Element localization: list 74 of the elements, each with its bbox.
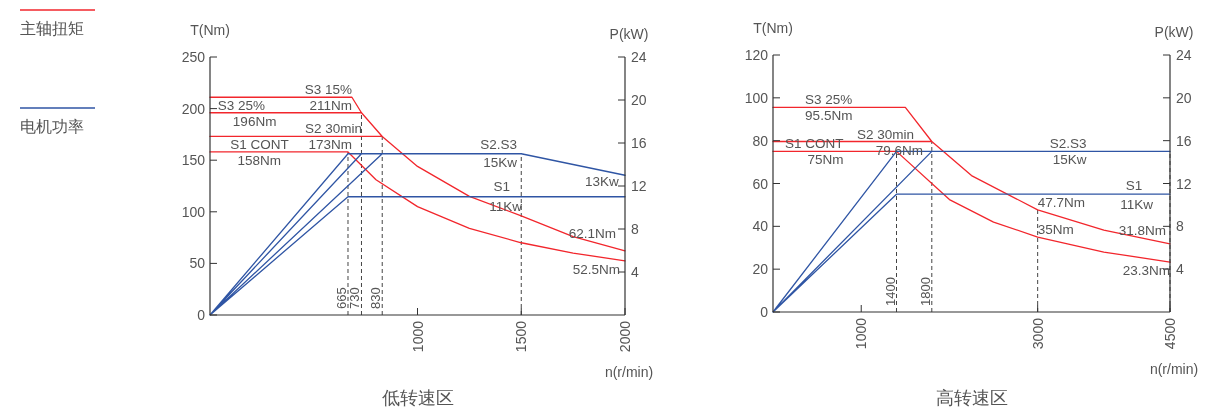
y-tick-label: 100 xyxy=(744,89,769,106)
annotation: S1 CONT xyxy=(230,136,289,152)
y-tick-label: 250 xyxy=(181,49,206,65)
ref-line-label: 730 xyxy=(347,287,363,309)
y2-tick-label: 4 xyxy=(1176,261,1184,278)
annotation: 35Nm xyxy=(1037,222,1074,238)
y-tick-label: 0 xyxy=(197,307,206,323)
text: 高转速区 xyxy=(935,388,1008,408)
annotation: 31.8Nm xyxy=(1118,222,1166,238)
y-tick-label: 200 xyxy=(181,100,206,117)
x-axis-title: n(r/min) xyxy=(1149,361,1199,377)
annotation: 75Nm xyxy=(807,152,844,168)
x-tick-label: 1000 xyxy=(409,320,426,353)
y-tick-label: 120 xyxy=(744,47,769,63)
legend-label: 电机功率 xyxy=(20,118,84,135)
y2-tick-label: 16 xyxy=(1176,132,1192,149)
annotation: 15Kw xyxy=(483,154,518,170)
y2-tick-label: 16 xyxy=(631,135,647,151)
annotation: 95.5Nm xyxy=(805,108,853,124)
annotation: 15Kw xyxy=(1052,152,1087,168)
y2-tick-label: 12 xyxy=(1176,175,1192,192)
annotation: S1 xyxy=(493,179,511,195)
y2-tick-label: 24 xyxy=(1176,47,1192,63)
annotation: 47.7Nm xyxy=(1037,194,1085,210)
y-tick-label: 50 xyxy=(189,255,206,272)
annotation: S3 25% xyxy=(805,92,853,108)
ref-line-label: 1400 xyxy=(882,277,898,306)
y-tick-label: 40 xyxy=(752,218,769,235)
annotation: S1 xyxy=(1125,177,1143,193)
annotation: 211Nm xyxy=(309,98,352,114)
ref-line-label: 665 xyxy=(333,287,349,309)
y-tick-label: 0 xyxy=(760,304,769,320)
y-axis-title: T(Nm) xyxy=(190,22,230,38)
annotation: 62.1Nm xyxy=(568,225,617,241)
annotation: 196Nm xyxy=(232,113,277,129)
annotation: 11Kw xyxy=(1120,196,1154,212)
annotation: 13Kw xyxy=(584,174,620,189)
ref-line: 665 xyxy=(334,151,349,316)
y2-tick-label: 8 xyxy=(631,221,639,237)
x-tick-label: 1500 xyxy=(513,320,530,353)
annotation: S2 30min xyxy=(305,121,363,137)
x-axis-title: n(r/min) xyxy=(604,364,654,380)
x-tick-label: 4500 xyxy=(1162,317,1178,350)
x-tick-label: 3000 xyxy=(1029,317,1046,350)
y-tick-label: 150 xyxy=(181,152,206,169)
y2-tick-label: 24 xyxy=(631,49,647,65)
y2-axis-title: P(kW) xyxy=(609,26,649,42)
ref-line-label: 830 xyxy=(368,287,384,309)
y2-tick-label: 12 xyxy=(631,178,647,194)
annotation: 52.5Nm xyxy=(572,261,621,277)
y2-tick-label: 20 xyxy=(1176,89,1192,106)
y2-axis-title: P(kW) xyxy=(1154,24,1194,40)
annotation: 173Nm xyxy=(308,137,352,153)
legend-label: 主轴扭矩 xyxy=(20,20,84,37)
annotation: S2 30min xyxy=(857,126,915,142)
annotation: S2.S3 xyxy=(480,136,518,152)
x-tick-label: 1000 xyxy=(853,317,870,350)
y-tick-label: 20 xyxy=(752,261,769,278)
y-tick-label: 60 xyxy=(752,175,769,192)
y-tick-label: 100 xyxy=(181,203,206,220)
annotation: S2.S3 xyxy=(1049,135,1087,151)
annotation: 23.3Nm xyxy=(1122,263,1170,279)
annotation: S3 15% xyxy=(304,82,352,98)
annotation: 158Nm xyxy=(237,152,281,168)
y2-tick-label: 4 xyxy=(631,264,639,280)
y-tick-label: 80 xyxy=(752,132,769,149)
ref-line-label: 1800 xyxy=(917,277,933,306)
y2-tick-label: 8 xyxy=(1176,218,1184,235)
y2-tick-label: 20 xyxy=(631,92,647,108)
text: 低转速区 xyxy=(381,388,454,408)
y-axis-title: T(Nm) xyxy=(753,20,793,36)
x-tick-label: 2000 xyxy=(617,320,633,353)
ref-line: 830 xyxy=(368,135,384,316)
annotation: S3 25% xyxy=(217,97,265,113)
